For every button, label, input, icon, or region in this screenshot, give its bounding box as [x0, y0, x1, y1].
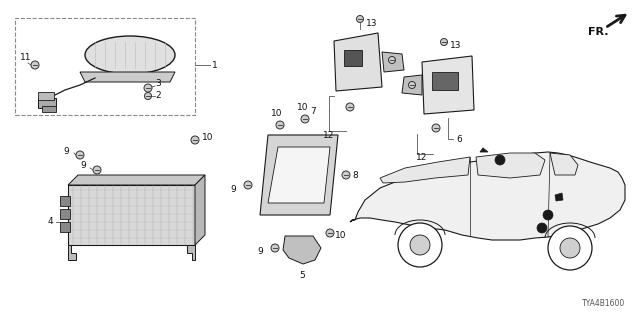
Circle shape [31, 61, 39, 69]
Circle shape [93, 166, 101, 174]
Text: 11: 11 [20, 53, 31, 62]
Text: 10: 10 [335, 231, 346, 241]
Bar [42, 106, 56, 112]
Circle shape [271, 244, 279, 252]
Circle shape [145, 92, 152, 100]
Polygon shape [350, 152, 625, 240]
Circle shape [326, 229, 334, 237]
Circle shape [346, 103, 354, 111]
Circle shape [495, 155, 505, 165]
Text: 10: 10 [202, 132, 214, 141]
Text: 12: 12 [416, 154, 428, 163]
Text: 9: 9 [230, 185, 236, 194]
Text: 2: 2 [155, 92, 161, 100]
Text: 1: 1 [212, 60, 218, 69]
Text: 9: 9 [257, 247, 263, 257]
Bar [38, 92, 54, 100]
Bar [68, 185, 195, 245]
Circle shape [410, 235, 430, 255]
Circle shape [76, 151, 84, 159]
Bar [60, 222, 70, 232]
Polygon shape [80, 72, 175, 82]
Bar [38, 98, 56, 108]
Bar [432, 72, 458, 90]
Text: TYA4B1600: TYA4B1600 [582, 299, 625, 308]
Text: 5: 5 [299, 271, 305, 281]
Ellipse shape [85, 36, 175, 74]
Polygon shape [422, 56, 474, 114]
Circle shape [144, 84, 152, 92]
Polygon shape [268, 147, 330, 203]
Polygon shape [195, 175, 205, 245]
Bar [344, 50, 362, 66]
Text: FR.: FR. [588, 27, 609, 37]
Bar [60, 209, 70, 219]
Polygon shape [260, 135, 338, 215]
Text: 9: 9 [63, 147, 68, 156]
Text: 13: 13 [450, 42, 461, 51]
Polygon shape [382, 52, 404, 72]
Polygon shape [555, 193, 563, 201]
Circle shape [440, 38, 447, 45]
Circle shape [408, 82, 415, 89]
Polygon shape [402, 75, 422, 95]
Text: 4: 4 [48, 218, 54, 227]
Polygon shape [480, 148, 488, 152]
Polygon shape [476, 153, 545, 178]
Polygon shape [334, 33, 382, 91]
Polygon shape [380, 157, 470, 183]
Text: 13: 13 [366, 19, 378, 28]
Polygon shape [187, 245, 195, 260]
Text: 10: 10 [297, 102, 308, 111]
Text: 3: 3 [155, 79, 161, 89]
Circle shape [301, 115, 309, 123]
Circle shape [398, 223, 442, 267]
Circle shape [560, 238, 580, 258]
Bar [60, 196, 70, 206]
Circle shape [388, 57, 396, 63]
Bar [15, 18, 195, 115]
Circle shape [342, 171, 350, 179]
Circle shape [356, 15, 364, 22]
Circle shape [244, 181, 252, 189]
Text: 6: 6 [456, 134, 461, 143]
Polygon shape [283, 236, 321, 264]
Polygon shape [68, 175, 205, 185]
Polygon shape [68, 245, 76, 260]
Text: 12: 12 [323, 131, 335, 140]
Text: 7: 7 [310, 107, 316, 116]
Text: 9: 9 [80, 162, 86, 171]
Circle shape [548, 226, 592, 270]
Circle shape [537, 223, 547, 233]
Circle shape [276, 121, 284, 129]
Polygon shape [550, 153, 578, 175]
Circle shape [543, 210, 553, 220]
Circle shape [432, 124, 440, 132]
Text: 8: 8 [352, 171, 358, 180]
Text: 10: 10 [271, 108, 282, 117]
Circle shape [191, 136, 199, 144]
